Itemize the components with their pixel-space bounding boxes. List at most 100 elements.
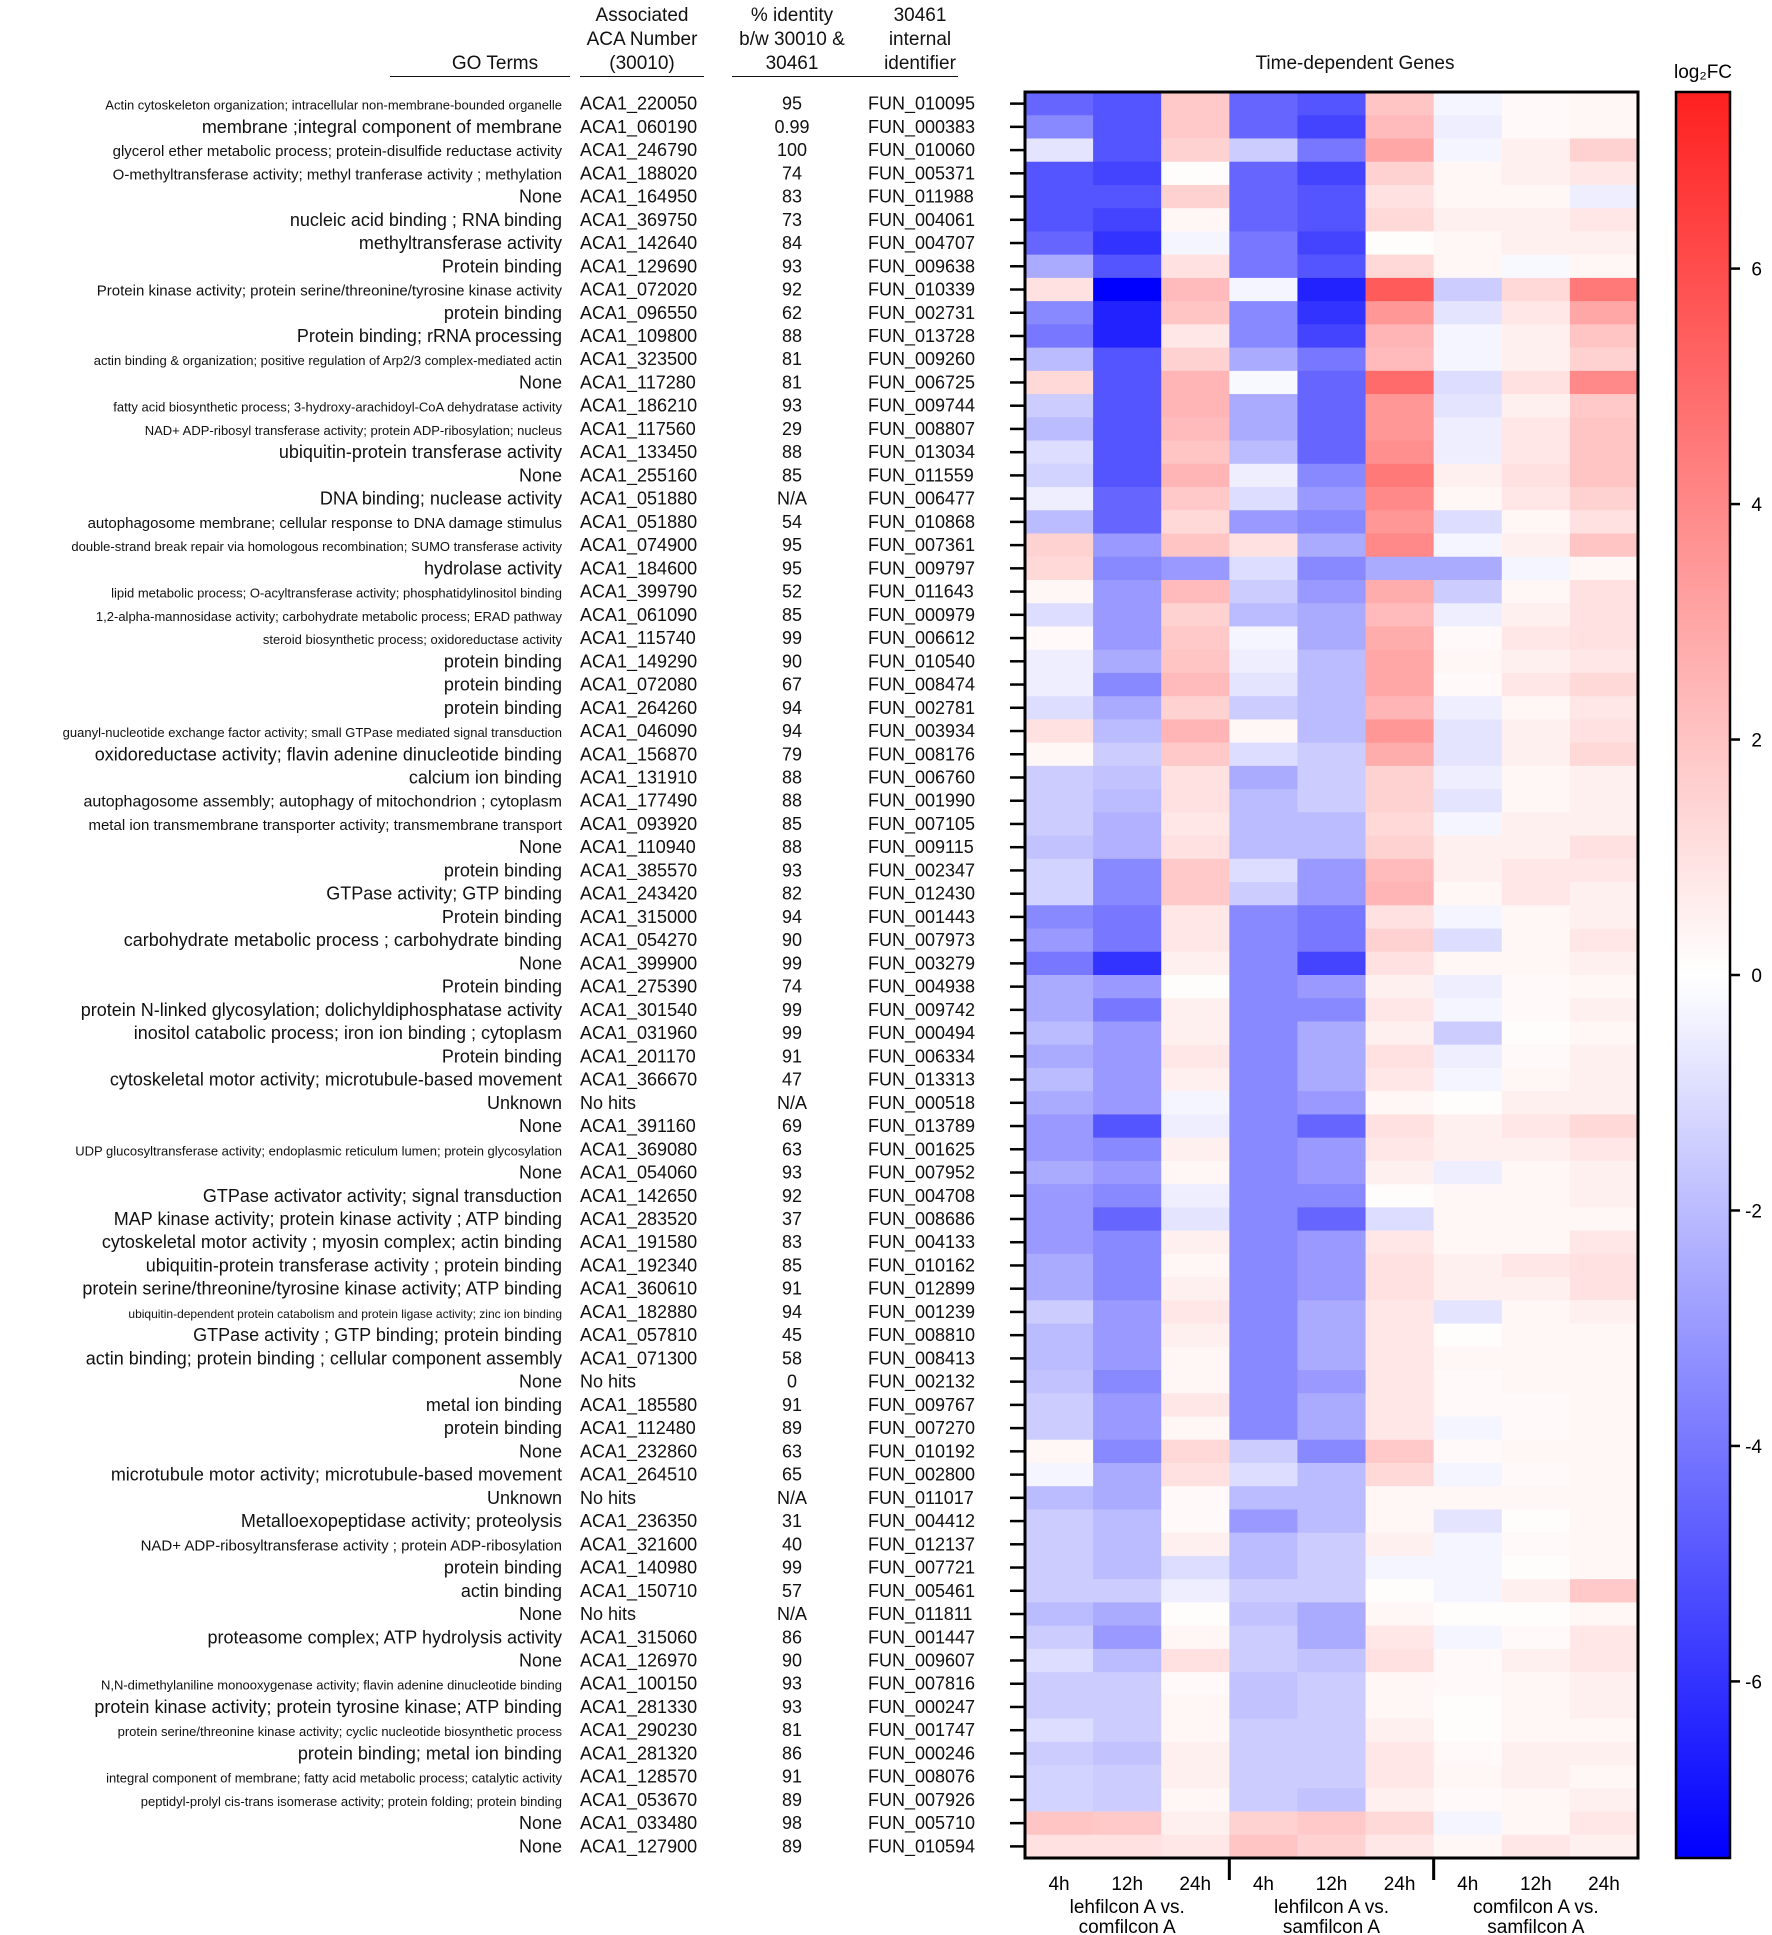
heatmap-cell <box>1365 1253 1435 1278</box>
heatmap-cell <box>1161 138 1230 163</box>
heatmap-cell <box>1297 719 1367 744</box>
heatmap-cell <box>1093 975 1162 999</box>
heatmap-cell <box>1365 394 1435 418</box>
row-go-term: protein binding <box>444 1418 562 1438</box>
row-identity: 93 <box>782 1697 802 1717</box>
row-fun-identifier: FUN_007816 <box>868 1674 975 1695</box>
heatmap-cell <box>1093 487 1162 511</box>
heatmap-cell <box>1297 1253 1367 1278</box>
heatmap-cell <box>1501 1370 1571 1394</box>
row-identity: 84 <box>782 233 802 253</box>
row-fun-identifier: FUN_005461 <box>868 1581 975 1602</box>
heatmap-cell <box>1569 417 1639 442</box>
heatmap-cell <box>1433 184 1503 209</box>
heatmap-cell <box>1569 161 1639 186</box>
heatmap-cell <box>1569 231 1639 256</box>
heatmap-cell <box>1433 1811 1503 1836</box>
heatmap-cell <box>1229 1300 1299 1325</box>
heatmap-cell <box>1433 1741 1503 1766</box>
row-go-term: UDP glucosyltransferase activity; endopl… <box>75 1143 562 1158</box>
heatmap-cell <box>1569 184 1639 209</box>
heatmap-cell <box>1365 812 1435 837</box>
x-tick-label: 12h <box>1316 1874 1348 1895</box>
row-fun-identifier: FUN_013728 <box>868 326 975 347</box>
row-identity: 86 <box>782 1743 802 1763</box>
row-identity: 100 <box>777 140 807 160</box>
heatmap-cell <box>1297 882 1367 906</box>
heatmap-cell <box>1161 1207 1230 1232</box>
heatmap-cell <box>1433 463 1503 488</box>
heatmap-cell <box>1501 1532 1571 1557</box>
heatmap-cell <box>1501 1579 1571 1603</box>
heatmap-cell <box>1365 1323 1435 1348</box>
heatmap-cell <box>1025 1788 1094 1813</box>
heatmap-cell <box>1229 928 1299 953</box>
heatmap-cell <box>1161 463 1230 488</box>
heatmap-cell <box>1569 324 1639 349</box>
heatmap-cell <box>1501 719 1571 744</box>
heatmap-cell <box>1161 184 1230 209</box>
row-fun-identifier: FUN_003279 <box>868 953 975 974</box>
heatmap-cell <box>1229 231 1299 256</box>
heatmap-cell <box>1025 115 1094 140</box>
row-fun-identifier: FUN_007952 <box>868 1163 975 1184</box>
row-aca-number: ACA1_072020 <box>580 280 697 301</box>
heatmap-cell <box>1093 812 1162 837</box>
row-identity: 54 <box>782 512 802 532</box>
heatmap-cell <box>1025 835 1094 860</box>
heatmap-cell <box>1365 115 1435 140</box>
heatmap-cell <box>1025 812 1094 837</box>
heatmap-cell <box>1365 510 1435 535</box>
heatmap-cell <box>1569 649 1639 674</box>
heatmap-cell <box>1161 1486 1230 1511</box>
row-fun-identifier: FUN_000494 <box>868 1023 975 1044</box>
heatmap-cell <box>1229 1811 1299 1836</box>
heatmap-cell <box>1229 1160 1299 1185</box>
row-fun-identifier: FUN_009607 <box>868 1650 975 1671</box>
heatmap-cell <box>1093 1184 1162 1208</box>
heatmap-cell <box>1433 858 1503 883</box>
heatmap-cell <box>1501 115 1571 140</box>
row-fun-identifier: FUN_007973 <box>868 930 975 951</box>
row-identity: 99 <box>782 1023 802 1043</box>
heatmap-cell <box>1025 1462 1094 1487</box>
heatmap-cell <box>1501 1695 1571 1720</box>
row-aca-number: ACA1_192340 <box>580 1255 697 1276</box>
row-identity: 37 <box>782 1209 802 1229</box>
row-aca-number: ACA1_109800 <box>580 326 697 347</box>
heatmap-cell <box>1501 394 1571 418</box>
row-identity: 81 <box>782 349 802 369</box>
heatmap-cell <box>1297 812 1367 837</box>
row-identity: 99 <box>782 1558 802 1578</box>
heatmap-cell <box>1093 696 1162 720</box>
colorbar-tick-label: 6 <box>1751 260 1762 281</box>
x-tick-label: 4h <box>1457 1874 1478 1895</box>
heatmap-cell <box>1297 626 1367 651</box>
heatmap-cell <box>1297 1160 1367 1185</box>
heatmap-cell <box>1025 510 1094 535</box>
heatmap-cell <box>1297 556 1367 581</box>
heatmap-cell <box>1093 1160 1162 1185</box>
heatmap-cell <box>1569 394 1639 418</box>
row-identity: 83 <box>782 1232 802 1252</box>
heatmap-cell <box>1297 1067 1367 1092</box>
heatmap-cell <box>1569 812 1639 837</box>
heatmap-cell <box>1433 603 1503 628</box>
heatmap-cell <box>1229 649 1299 674</box>
heatmap-cell <box>1025 1277 1094 1301</box>
heatmap-cell <box>1161 1765 1230 1789</box>
heatmap-cell <box>1569 1788 1639 1813</box>
heatmap-cell <box>1365 324 1435 349</box>
heatmap-cell <box>1569 998 1639 1023</box>
heatmap-cell <box>1501 1486 1571 1511</box>
heatmap-cell <box>1025 1718 1094 1743</box>
heatmap-cell <box>1229 672 1299 697</box>
row-fun-identifier: FUN_009260 <box>868 349 975 370</box>
row-aca-number: ACA1_366670 <box>580 1070 697 1091</box>
heatmap-cell <box>1093 789 1162 813</box>
heatmap-cell <box>1025 370 1094 395</box>
heatmap-cell <box>1365 1137 1435 1162</box>
heatmap-cell <box>1161 649 1230 674</box>
heatmap-cell <box>1229 487 1299 511</box>
